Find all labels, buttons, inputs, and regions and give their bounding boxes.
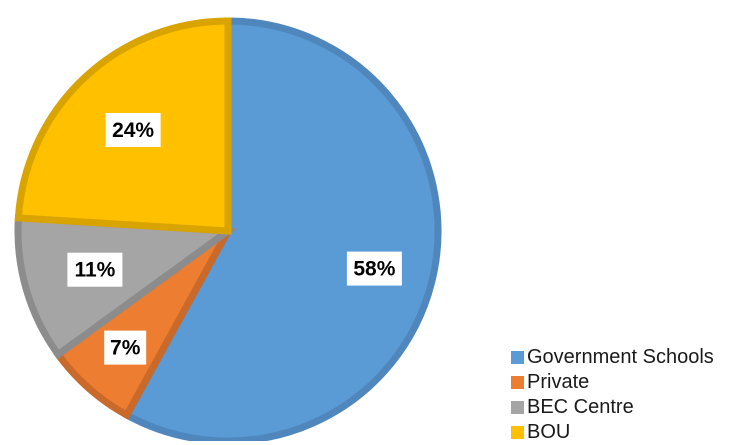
data-label-box bbox=[105, 113, 161, 147]
data-label-box bbox=[67, 252, 123, 287]
legend-swatch bbox=[511, 351, 524, 364]
data-label-text: 11% bbox=[74, 259, 115, 282]
data-label-box bbox=[104, 330, 147, 365]
data-label-text: 24% bbox=[112, 119, 154, 142]
chart-legend: Government Schools Private BEC Centre BO… bbox=[511, 345, 714, 445]
data-label-text: 7% bbox=[110, 337, 141, 360]
legend-label: BOU bbox=[527, 421, 571, 443]
legend-item-bou: BOU bbox=[511, 420, 714, 445]
legend-label: BEC Centre bbox=[527, 396, 634, 418]
legend-item-bec-centre: BEC Centre bbox=[511, 395, 714, 420]
legend-label: Private bbox=[527, 371, 590, 393]
legend-swatch bbox=[511, 376, 524, 389]
data-label-text: 58% bbox=[353, 258, 395, 281]
pie-slice-bec-centre bbox=[14, 214, 238, 360]
pie-slices bbox=[14, 17, 442, 441]
legend-item-private: Private bbox=[511, 370, 714, 395]
legend-swatch bbox=[511, 401, 524, 414]
legend-item-government-schools: Government Schools bbox=[511, 345, 714, 370]
data-label-box bbox=[346, 251, 402, 286]
legend-label: Government Schools bbox=[527, 346, 714, 368]
pie-data-labels: 58% 7% 11% 24% bbox=[67, 113, 402, 365]
legend-swatch bbox=[511, 426, 524, 439]
